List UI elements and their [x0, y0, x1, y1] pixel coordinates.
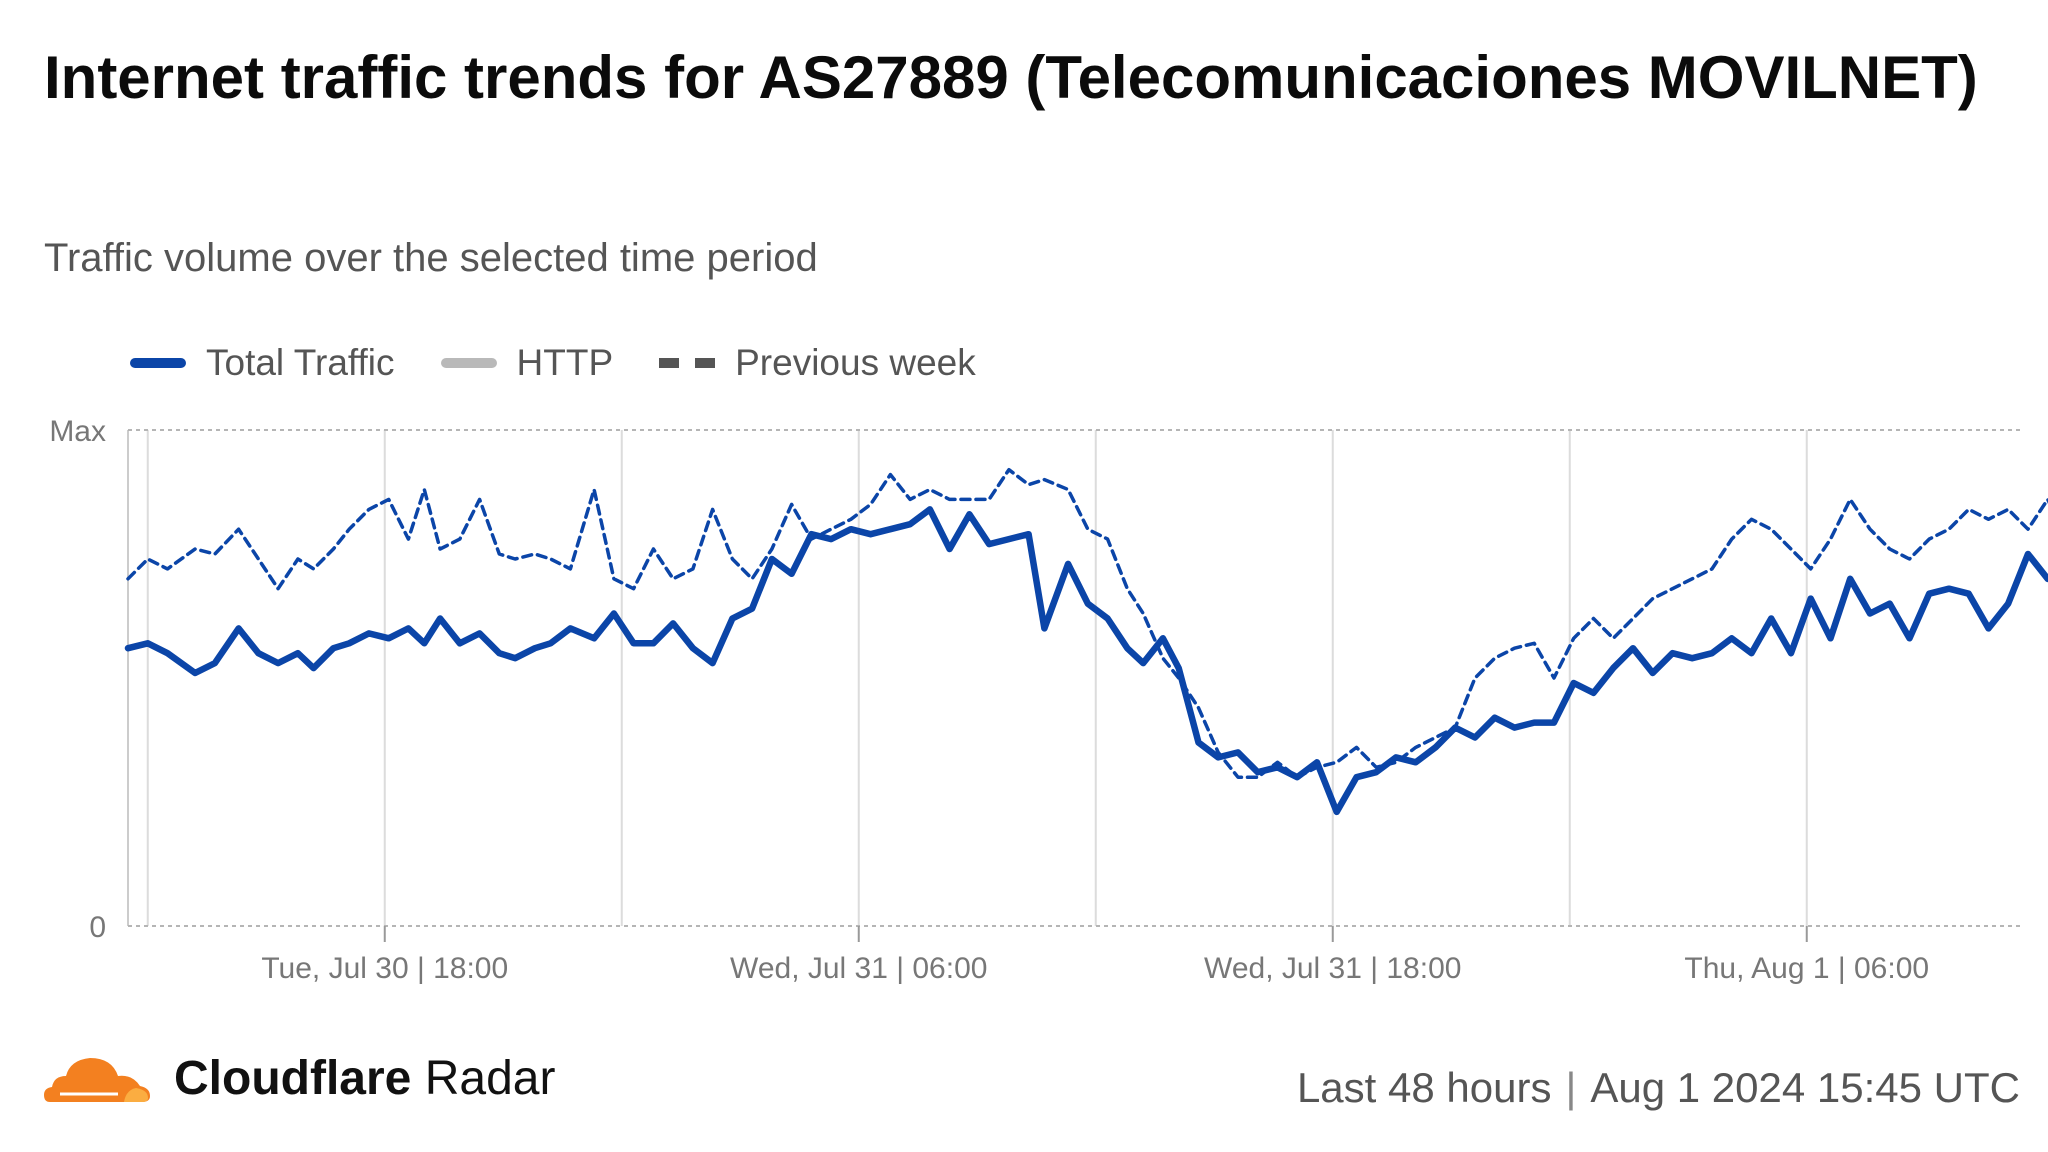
legend-item-previous-week[interactable]: Previous week — [659, 342, 976, 384]
footer-separator: | — [1565, 1064, 1577, 1111]
chart-grid — [127, 429, 2024, 927]
chart-legend: Total Traffic HTTP Previous week — [130, 338, 1022, 388]
footer-brand: Cloudflare Radar — [40, 1050, 555, 1106]
legend-item-total-traffic[interactable]: Total Traffic — [130, 342, 395, 384]
legend-swatch-http — [440, 358, 497, 368]
legend-swatch-total-traffic — [130, 358, 186, 368]
chart-title: Internet traffic trends for AS27889 (Tel… — [44, 44, 1978, 111]
x-tick-label: Wed, Jul 31 | 18:00 — [1204, 952, 1461, 985]
series-line-total-traffic — [124, 506, 2048, 816]
chart-axis-labels: Max 0 Tue, Jul 30 | 18:00 Wed, Jul 31 | 06:… — [49, 415, 1929, 985]
time-range-label: Last 48 hours — [1296, 1064, 1552, 1111]
timestamp-label: Aug 1 2024 15:45 UTC — [1590, 1064, 2020, 1111]
footer-meta: Last 48 hours | Aug 1 2024 15:45 UTC — [1297, 1064, 2020, 1112]
x-tick-label: Tue, Jul 30 | 18:00 — [261, 952, 508, 985]
x-tick-label: Wed, Jul 31 | 06:00 — [730, 952, 987, 985]
y-tick-label-max: Max — [49, 415, 106, 448]
cloudflare-cloud-logo-icon — [44, 1058, 150, 1102]
legend-swatch-previous-week — [659, 358, 716, 368]
chart-series — [124, 467, 2048, 816]
series-line-previous-week — [126, 467, 2048, 779]
x-tick-label: Thu, Aug 1 | 06:00 — [1684, 952, 1929, 985]
legend-item-http[interactable]: HTTP — [440, 342, 614, 384]
legend-label-total-traffic: Total Traffic — [206, 342, 395, 383]
brand-name: Cloudflare Radar — [174, 1051, 556, 1105]
chart-subtitle: Traffic volume over the selected time pe… — [44, 236, 818, 280]
legend-label-previous-week: Previous week — [735, 342, 976, 383]
legend-label-http: HTTP — [516, 342, 614, 383]
y-tick-label-zero: 0 — [89, 911, 106, 944]
